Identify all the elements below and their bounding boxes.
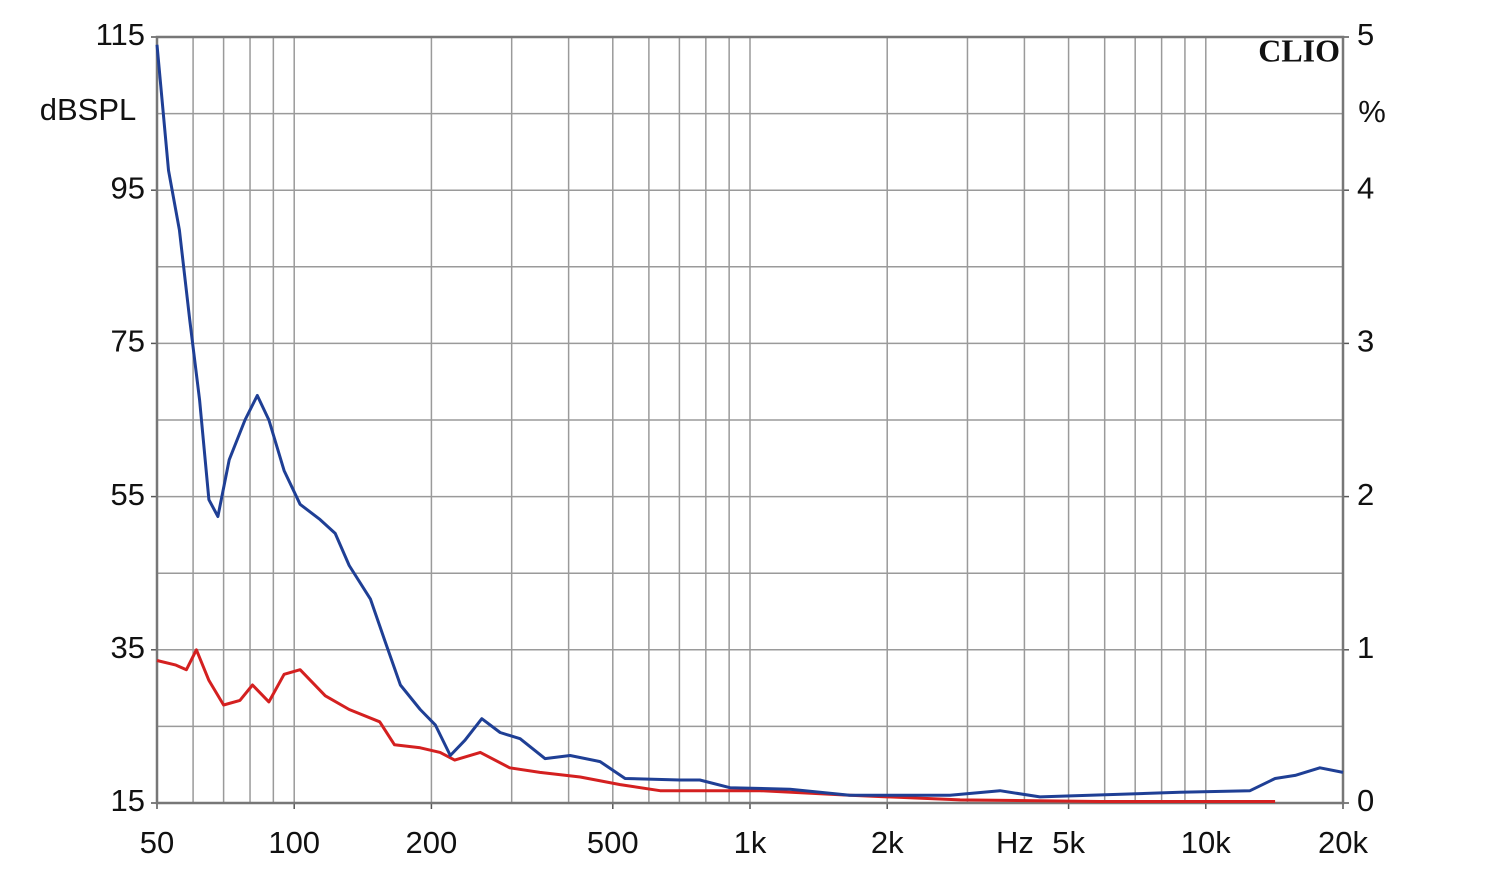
y2-tick-label: 4 bbox=[1357, 170, 1374, 205]
x-axis-label: Hz bbox=[996, 825, 1034, 860]
y2-tick-label: 5 bbox=[1357, 17, 1374, 52]
y-tick-label: 115 bbox=[96, 17, 145, 52]
x-tick-label: 50 bbox=[140, 825, 174, 860]
x-tick-label: 2k bbox=[871, 825, 904, 860]
y2-tick-label: 0 bbox=[1357, 783, 1374, 818]
x-tick-label: 200 bbox=[406, 825, 458, 860]
x-tick-label: 20k bbox=[1318, 825, 1368, 860]
y2-tick-label: 3 bbox=[1357, 324, 1374, 359]
x-tick-label: 5k bbox=[1052, 825, 1085, 860]
y-axis-label: dBSPL bbox=[40, 92, 137, 127]
y-tick-label: 35 bbox=[111, 630, 145, 665]
y2-tick-label: 2 bbox=[1357, 477, 1374, 512]
x-tick-label: 500 bbox=[587, 825, 639, 860]
x-tick-label: 1k bbox=[734, 825, 767, 860]
x-tick-label: 100 bbox=[268, 825, 320, 860]
data-line bbox=[155, 44, 1344, 799]
y-tick-label: 15 bbox=[111, 783, 145, 818]
y-tick-label: 55 bbox=[111, 477, 145, 512]
y2-tick-label: 1 bbox=[1357, 630, 1374, 665]
plot-frame bbox=[155, 35, 1345, 805]
y2-axis-label: % bbox=[1358, 94, 1386, 129]
x-tick-label: 10k bbox=[1181, 825, 1231, 860]
y-tick-label: 95 bbox=[111, 170, 145, 205]
data-line bbox=[156, 648, 1276, 803]
watermark: CLIO bbox=[1258, 32, 1340, 68]
y-tick-label: 75 bbox=[111, 324, 145, 359]
